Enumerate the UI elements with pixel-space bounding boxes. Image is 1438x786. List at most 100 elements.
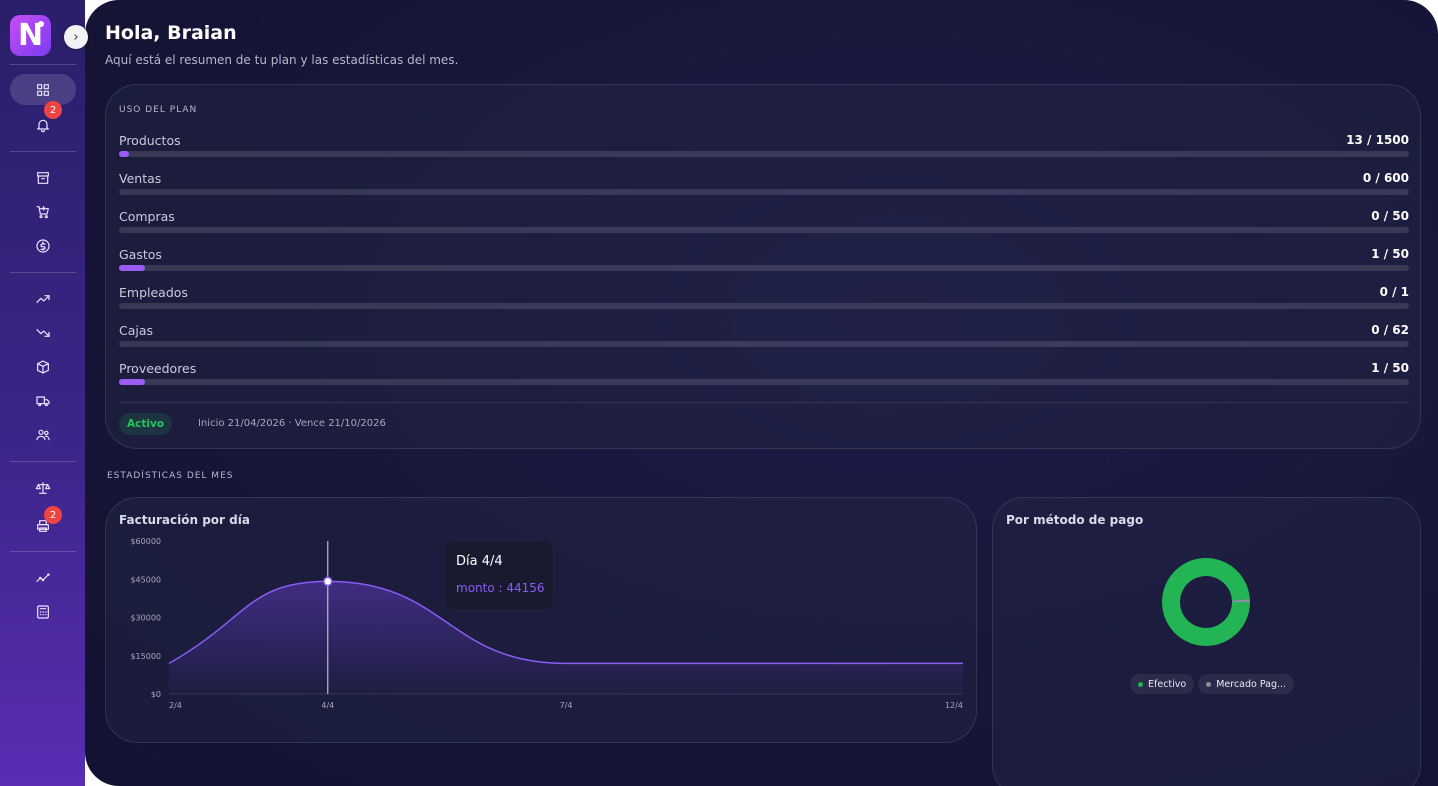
sidebar-item-dashboard[interactable] [10,74,76,105]
legend-label: Efectivo [1148,678,1187,690]
sidebar-item-invoices[interactable]: 2 [10,506,76,541]
usage-bar [119,265,1409,271]
dollar-icon [36,238,50,253]
truck-icon [36,395,50,406]
daily-billing-chart-card: Facturación por día $0 $15000 $30000 $45000… [105,497,977,743]
trending-up-icon [36,294,50,303]
stats-section-title: ESTADÍSTICAS DEL MES [107,471,234,481]
sidebar-item-payments[interactable] [10,230,76,261]
x-tick-label: 4/4 [321,701,334,710]
sidebar-item-cart[interactable] [10,196,76,227]
usage-label: Productos [119,133,181,148]
calculator-icon [37,604,49,619]
sidebar-item-analytics[interactable] [10,562,76,593]
sidebar-divider [10,272,76,273]
y-tick-label: $15000 [130,652,161,661]
series-line-monto [168,580,963,665]
cart-icon [36,205,49,218]
sidebar-divider [10,151,76,152]
usage-bar-fill [119,265,145,271]
plan-usage-card: USO DEL PLAN Productos 13 / 1500 Ventas … [105,84,1421,449]
chart-legend: Efectivo Mercado Pag... [1130,674,1295,694]
trending-down-icon [36,328,50,337]
sidebar-divider [10,551,76,552]
scale-icon [35,481,51,494]
usage-row-sales: Ventas 0 / 600 [119,171,1409,201]
analytics-icon [36,572,50,582]
usage-label: Empleados [119,285,188,300]
donut-slice-0[interactable] [1162,558,1250,646]
usage-value: 0 / 62 [1371,323,1409,337]
usage-row-cash-registers: Cajas 0 / 62 [119,323,1409,353]
chevron-right-icon: › [73,29,79,45]
sidebar-item-balance[interactable] [10,472,76,503]
usage-value: 0 / 600 [1362,171,1409,185]
usage-label: Proveedores [119,361,197,376]
x-tick-label: 7/4 [560,701,573,710]
chart-title: Por método de pago [1006,513,1144,527]
sidebar-divider [10,461,76,462]
usage-label: Compras [119,209,175,224]
usage-row-products: Productos 13 / 1500 [119,133,1409,163]
plan-usage-title: USO DEL PLAN [119,105,198,115]
box-icon [37,359,49,374]
users-icon [36,429,50,440]
usage-value: 13 / 1500 [1346,133,1409,147]
usage-row-employees: Empleados 0 / 1 [119,285,1409,315]
usage-row-expenses: Gastos 1 / 50 [119,247,1409,277]
chart-tooltip: Día 4/4 monto : 44156 [444,540,554,611]
sidebar-toggle-button[interactable]: › [64,25,88,49]
sidebar: N › 2 2 [0,0,88,786]
page-title: Hola, Braian [105,22,237,44]
y-tick-label: $30000 [130,614,161,623]
bell-icon [37,119,49,132]
sidebar-item-products[interactable] [10,351,76,382]
plan-dates: Inicio 21/04/2026 · Vence 21/10/2026 [198,418,386,429]
payment-method-chart-card: Por método de pago Efectivo Mercado Pag.… [992,497,1421,786]
page-subtitle: Aquí está el resumen de tu plan y las es… [105,53,459,67]
archive-icon [37,171,49,184]
tooltip-title: Día 4/4 [456,554,503,569]
usage-bar [119,227,1409,233]
x-tick-label: 2/4 [169,701,182,710]
tooltip-value: monto : 44156 [456,581,545,595]
usage-value: 0 / 1 [1379,285,1409,299]
usage-label: Ventas [119,171,162,186]
invoices-badge: 2 [44,506,62,524]
usage-row-suppliers: Proveedores 1 / 50 [119,361,1409,391]
usage-bar [119,379,1409,385]
x-tick-label: 12/4 [945,701,963,710]
app-logo[interactable]: N [10,15,51,56]
printer-icon [37,519,49,532]
legend-item-mercado-pago[interactable]: Mercado Pag... [1198,674,1295,694]
y-tick-label: $0 [151,690,161,699]
main-content: Hola, Braian Aquí está el resumen de tu … [85,0,1438,786]
plan-divider [119,402,1409,403]
sidebar-item-notifications[interactable]: 2 [10,101,76,140]
daily-billing-chart[interactable]: $0 $15000 $30000 $45000 $60000 2/4 4/4 7/4 12/4 [106,498,978,744]
y-tick-label: $45000 [130,575,161,584]
notification-badge: 2 [44,101,62,119]
usage-bar-fill [119,379,145,385]
sidebar-item-calculator[interactable] [10,596,76,627]
usage-bar [119,341,1409,347]
sidebar-item-employees[interactable] [10,419,76,450]
sidebar-item-shipping[interactable] [10,385,76,416]
legend-item-cash[interactable]: Efectivo [1130,674,1195,694]
usage-value: 1 / 50 [1371,247,1409,261]
legend-dot [1206,681,1212,687]
legend-dot [1138,681,1143,687]
sidebar-item-income[interactable] [10,283,76,314]
usage-label: Gastos [119,247,162,262]
usage-bar [119,303,1409,309]
usage-value: 0 / 50 [1371,209,1409,223]
area-fill [169,581,963,694]
dashboard-icon [37,83,49,96]
sidebar-divider [10,64,76,65]
usage-value: 1 / 50 [1371,361,1409,375]
payment-method-donut[interactable] [993,498,1422,668]
sidebar-item-archive[interactable] [10,162,76,193]
y-tick-label: $60000 [130,537,161,546]
sidebar-item-expenses[interactable] [10,317,76,348]
plan-status-badge: Activo [119,413,173,435]
